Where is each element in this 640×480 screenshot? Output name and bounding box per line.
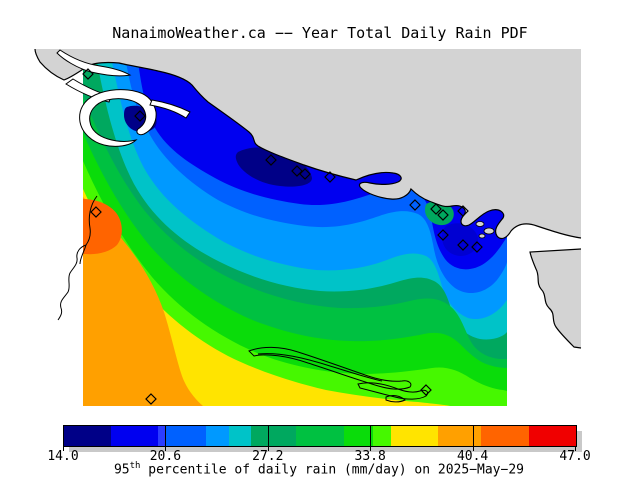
colorbar-caption: 95th percentile of daily rain (mm/day) o… xyxy=(63,461,575,477)
colorbar-segment-orange xyxy=(438,426,482,446)
colorbar-tickstub xyxy=(63,446,64,451)
colorbar-segment-blue2 xyxy=(158,426,166,446)
colorbar-segment-azure xyxy=(205,426,229,446)
colorbar-segment-blue xyxy=(111,426,159,446)
channel-white-slit xyxy=(56,49,132,77)
colorbar-ticklabel: 14.0 xyxy=(47,449,79,464)
gulf-island-outline-3 xyxy=(385,395,406,403)
bay-islet-1 xyxy=(475,221,485,227)
caption-number: 95 xyxy=(113,462,130,478)
station-diamond-marker xyxy=(145,393,157,405)
station-diamond-marker xyxy=(437,209,449,221)
colorbar-tickline xyxy=(370,425,372,446)
caption-superscript: th xyxy=(129,461,141,471)
station-diamond-marker xyxy=(420,384,432,396)
mainland-gray xyxy=(35,49,581,239)
landmasses xyxy=(34,48,582,349)
station-diamond-marker xyxy=(90,206,102,218)
colorbar-ticklabel: 27.2 xyxy=(252,449,284,464)
colorbar-ticklabel: 47.0 xyxy=(559,449,591,464)
colorbar-segment-yellow xyxy=(391,426,439,446)
station-diamond-marker xyxy=(457,239,469,251)
station-diamond-marker xyxy=(324,171,336,183)
sechelt-coastline xyxy=(529,248,582,349)
colorbar-tickstub xyxy=(370,446,372,451)
colorbar-segment-seagreen xyxy=(250,426,296,446)
gulf-island-inner-line xyxy=(257,353,383,382)
bay-islet-2 xyxy=(483,227,495,235)
station-diamond-marker xyxy=(265,154,277,166)
band-darkorange xyxy=(83,199,122,255)
colorbar-segment-red xyxy=(529,426,576,446)
gulf-island-outline-1 xyxy=(248,346,412,390)
station-diamond-marker xyxy=(409,199,421,211)
station-diamond-marker xyxy=(299,168,311,180)
band-orange xyxy=(83,197,203,406)
colorbar-tickline xyxy=(165,425,167,446)
colorbar-tickstub xyxy=(575,446,576,451)
caption-text: percentile of daily rain (mm/day) on 202… xyxy=(140,462,524,478)
dark-blue-blob-east xyxy=(442,223,479,256)
colorbar-segment-cyan xyxy=(228,426,251,446)
station-diamond-marker xyxy=(437,229,449,241)
colorbar-segment-navy xyxy=(64,426,112,446)
bay-islet-3 xyxy=(478,233,486,239)
station-diamond-marker xyxy=(134,110,146,122)
colorbar xyxy=(63,425,577,447)
mainland-coastline xyxy=(34,48,582,240)
colorbar-segment-medgreen xyxy=(295,426,344,446)
colorbar-tickline xyxy=(267,425,269,446)
station-markers xyxy=(82,68,483,405)
colorbar-tickstub xyxy=(165,446,167,451)
colorbar-segment-darkorange xyxy=(481,426,530,446)
colorbar-tickline xyxy=(472,425,474,446)
white-spit xyxy=(149,99,191,119)
colorbar-segment-brightblue xyxy=(165,426,206,446)
station-diamond-marker xyxy=(430,203,442,215)
colorbar-segment-chartreuse xyxy=(373,426,392,446)
sechelt-peninsula-gray xyxy=(530,249,581,348)
colorbar-tickstub xyxy=(267,446,269,451)
station-diamond-marker xyxy=(82,68,94,80)
station-diamond-marker xyxy=(457,205,469,217)
gulf-island-outline-2 xyxy=(357,382,429,400)
plot-title: NanaimoWeather.ca −− Year Total Daily Ra… xyxy=(112,24,528,42)
colorbar-ticklabel: 20.6 xyxy=(149,449,182,464)
outline-coastlines xyxy=(57,195,429,403)
station-diamond-marker xyxy=(471,241,483,253)
colorbar-segment-green xyxy=(344,426,374,446)
nanaimo-coast-fragment xyxy=(79,244,87,265)
colorbar-ticklabel: 33.8 xyxy=(354,449,386,464)
hook-island-white xyxy=(79,89,157,147)
nanaimo-coast-outline xyxy=(57,195,98,321)
colorbar-ticklabel: 40.4 xyxy=(456,449,489,464)
station-diamond-marker xyxy=(291,165,303,177)
colorbar-tickstub xyxy=(472,446,474,451)
